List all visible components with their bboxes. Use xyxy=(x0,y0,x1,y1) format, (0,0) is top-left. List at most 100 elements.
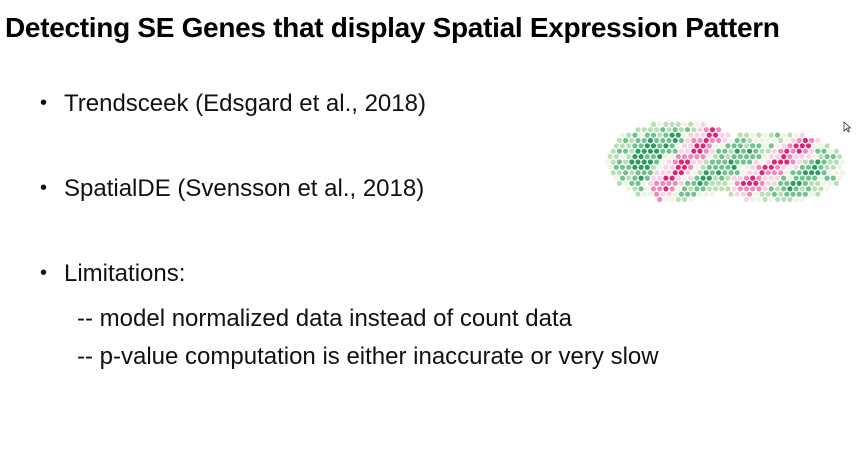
tissue-spot xyxy=(753,137,759,144)
tissue-spot xyxy=(734,159,740,165)
tissue-spot xyxy=(669,121,675,127)
tissue-spot xyxy=(793,143,799,149)
tissue-spot xyxy=(644,186,650,192)
limitation-item-normalized-data: -- model normalized data instead of coun… xyxy=(77,305,572,332)
tissue-spot xyxy=(641,137,647,144)
tissue-spot xyxy=(827,159,833,165)
tissue-spot xyxy=(802,159,808,165)
bullet-trendsceek: • Trendsceek (Edsgard et al., 2018) xyxy=(40,90,426,118)
tissue-spot xyxy=(731,154,737,160)
tissue-spot xyxy=(747,148,753,154)
tissue-spot xyxy=(762,154,768,160)
tissue-spot xyxy=(629,170,635,176)
tissue-spot xyxy=(743,164,750,170)
tissue-spot xyxy=(694,154,700,160)
tissue-spot xyxy=(731,186,737,192)
tissue-spot xyxy=(706,186,712,192)
tissue-spot xyxy=(802,148,808,154)
tissue-spot xyxy=(709,127,715,133)
tissue-spot xyxy=(750,175,756,181)
tissue-spot xyxy=(774,143,781,149)
tissue-spot xyxy=(815,191,821,197)
tissue-spot xyxy=(784,170,790,176)
tissue-spot xyxy=(635,137,641,144)
tissue-spot xyxy=(663,121,669,127)
tissue-spot xyxy=(629,148,635,154)
tissue-spot xyxy=(641,159,647,165)
tissue-spot xyxy=(740,191,746,197)
mouse-cursor-icon xyxy=(843,121,851,133)
tissue-spot xyxy=(762,186,768,192)
tissue-spot xyxy=(725,186,731,192)
tissue-spot xyxy=(725,143,731,149)
tissue-spot xyxy=(737,143,743,149)
tissue-spot xyxy=(619,132,626,138)
tissue-spot xyxy=(781,175,787,181)
tissue-spot xyxy=(722,159,728,165)
tissue-spot xyxy=(771,191,777,197)
tissue-spot xyxy=(632,132,638,138)
tissue-spot xyxy=(731,175,737,181)
tissue-spot xyxy=(787,143,793,149)
tissue-spot xyxy=(821,159,827,165)
tissue-spot xyxy=(812,164,818,170)
spatial-expression-tissue-image xyxy=(605,121,845,203)
tissue-spot xyxy=(725,164,731,170)
tissue-spot xyxy=(799,143,805,149)
tissue-spot xyxy=(694,164,700,170)
tissue-spot xyxy=(762,164,768,170)
bullet-text: Limitations: xyxy=(64,260,186,287)
tissue-spot xyxy=(613,143,619,149)
tissue-spot xyxy=(675,196,681,203)
tissue-spot xyxy=(793,186,799,192)
tissue-spot xyxy=(697,159,703,165)
tissue-spot xyxy=(734,170,740,176)
tissue-spot xyxy=(778,180,784,186)
tissue-spot xyxy=(836,164,843,170)
tissue-spot xyxy=(626,164,632,170)
tissue-spot xyxy=(672,137,678,144)
tissue-spot xyxy=(675,143,681,149)
tissue-spot xyxy=(716,148,722,154)
tissue-spot xyxy=(818,154,824,160)
tissue-spot xyxy=(762,143,768,149)
tissue-spot xyxy=(709,180,715,186)
tissue-spot xyxy=(635,127,641,133)
tissue-spot xyxy=(759,170,765,176)
tissue-spot xyxy=(700,164,706,170)
tissue-spot xyxy=(778,137,784,144)
tissue-spot xyxy=(629,137,635,144)
tissue-spot xyxy=(716,137,722,144)
slide-title: Detecting SE Genes that display Spatial … xyxy=(5,12,780,43)
tissue-spot xyxy=(650,175,657,181)
tissue-spot xyxy=(802,137,808,144)
tissue-spot xyxy=(678,148,684,154)
tissue-spot xyxy=(719,132,725,138)
tissue-spot xyxy=(836,154,843,160)
tissue-spot xyxy=(716,159,722,165)
tissue-spot xyxy=(626,143,632,149)
bullet-spatialde: • SpatialDE (Svensson et al., 2018) xyxy=(40,175,424,203)
tissue-spot xyxy=(654,180,660,186)
tissue-spot xyxy=(805,154,812,160)
tissue-spot xyxy=(675,186,681,192)
tissue-spot xyxy=(663,154,669,160)
tissue-spot xyxy=(793,154,799,160)
tissue-spot xyxy=(681,175,688,181)
tissue-spot xyxy=(750,132,756,138)
tissue-spot xyxy=(691,191,697,197)
tissue-spot xyxy=(771,137,777,144)
tissue-spot xyxy=(787,175,793,181)
tissue-spot xyxy=(731,164,737,170)
tissue-spot xyxy=(740,180,746,186)
tissue-spot xyxy=(722,180,728,186)
tissue-spot xyxy=(778,191,784,197)
tissue-spot xyxy=(703,148,709,154)
tissue-spot xyxy=(805,186,812,192)
tissue-spot xyxy=(688,132,694,138)
tissue-spot xyxy=(666,148,672,154)
tissue-spot xyxy=(812,143,818,149)
tissue-spot xyxy=(638,132,644,138)
tissue-spot xyxy=(812,175,818,181)
tissue-spot xyxy=(632,164,638,170)
